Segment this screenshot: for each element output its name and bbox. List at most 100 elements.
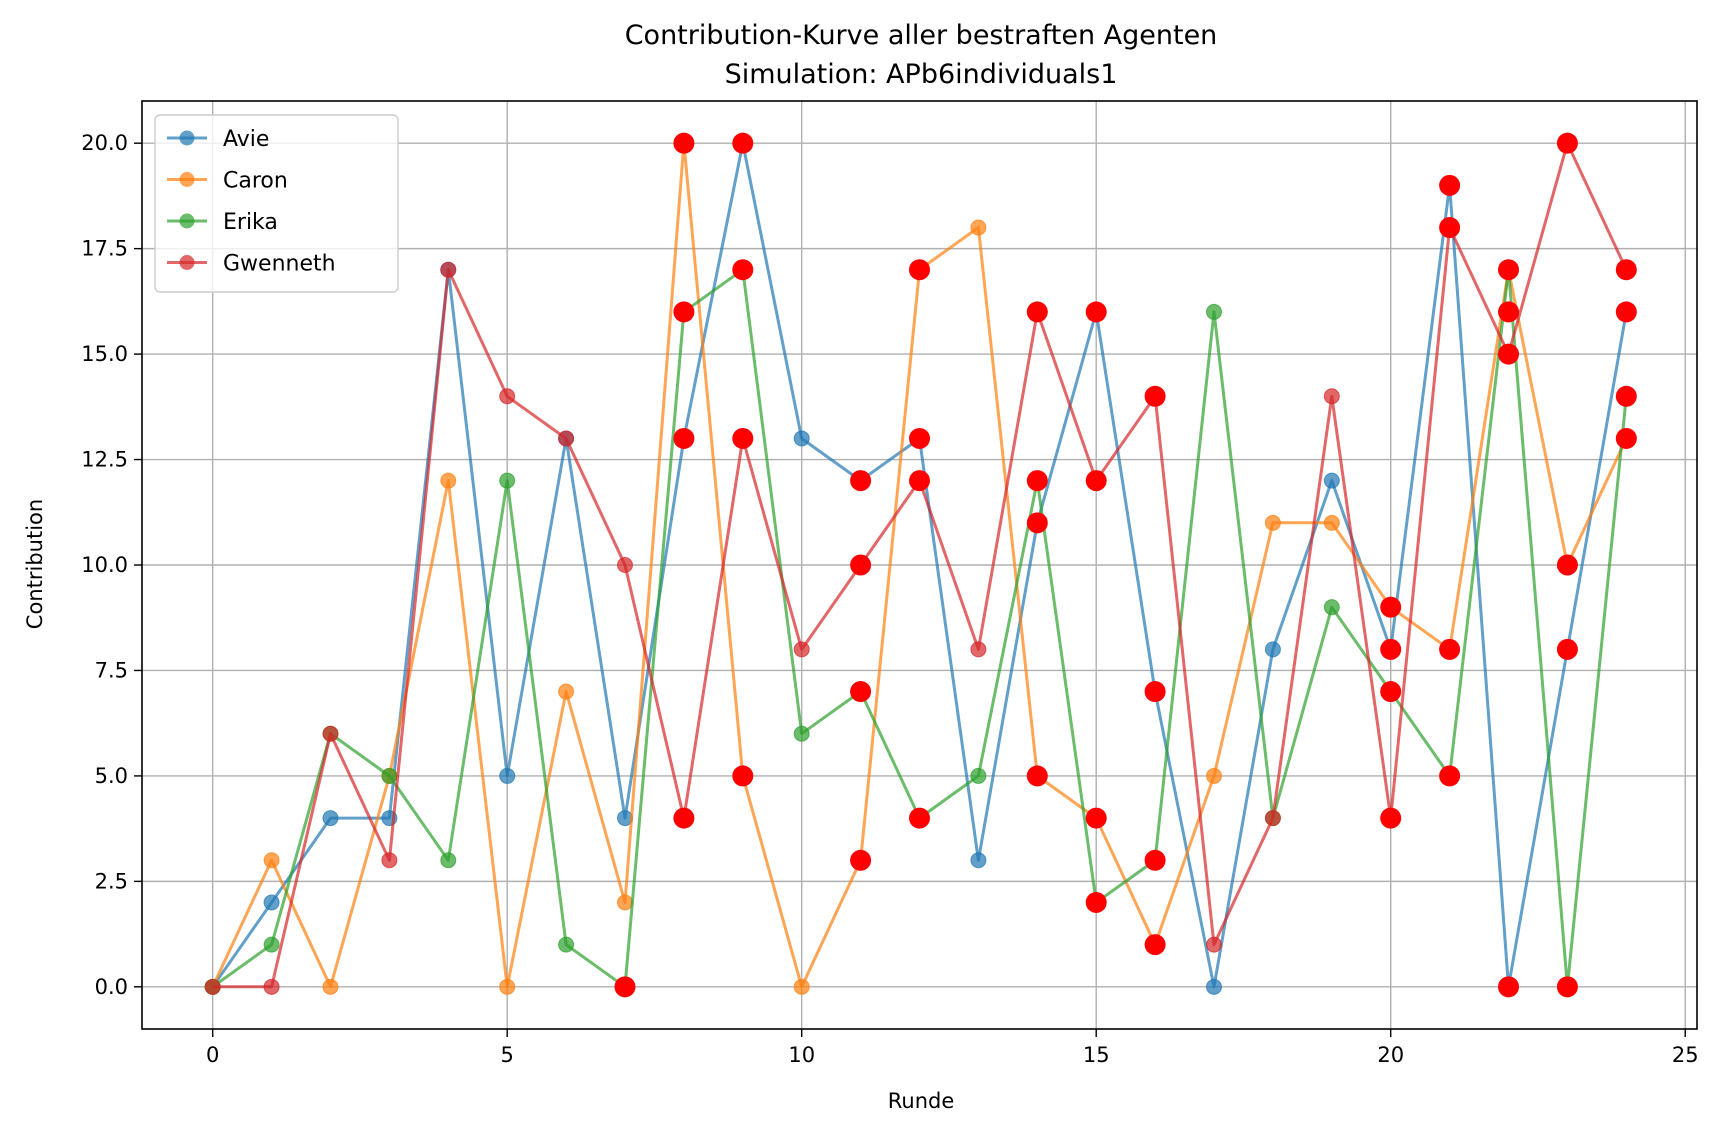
punished-marker <box>1026 512 1048 534</box>
data-point-erika <box>1206 303 1223 320</box>
punished-marker <box>850 681 872 703</box>
punished-marker <box>1085 807 1107 829</box>
data-point-gwenneth <box>793 641 810 658</box>
y-axis-label: Contribution <box>23 499 47 629</box>
punished-marker <box>1380 681 1402 703</box>
data-point-avie <box>499 767 516 784</box>
legend-marker-avie <box>179 130 195 146</box>
punished-marker <box>1498 259 1520 281</box>
y-tick-label: 7.5 <box>95 658 128 682</box>
punished-marker <box>1498 301 1520 323</box>
legend-box <box>154 114 399 293</box>
y-tick-label: 17.5 <box>81 237 128 261</box>
data-point-avie <box>1264 641 1281 658</box>
punished-marker <box>1498 976 1520 998</box>
punished-marker <box>1615 259 1637 281</box>
punished-marker <box>1615 427 1637 449</box>
axis-ticks: 0 5 10 15 20 25 0.0 2.5 5.0 7.5 10.0 12.5 15.0 17.5 20… <box>81 131 1698 1067</box>
data-point-gwenneth <box>381 852 398 869</box>
data-point-avie <box>970 852 987 869</box>
punished-marker <box>1556 554 1578 576</box>
punished-marker <box>1144 385 1166 407</box>
punished-marker <box>1085 470 1107 492</box>
punished-marker <box>673 427 695 449</box>
data-point-erika <box>970 767 987 784</box>
chart-subtitle: Simulation: APb6individuals1 <box>725 59 1118 90</box>
legend-item-gwenneth: Gwenneth <box>167 252 336 277</box>
y-tick-label: 20.0 <box>81 131 128 155</box>
y-tick-label: 15.0 <box>81 342 128 366</box>
punished-marker <box>1556 132 1578 154</box>
data-point-gwenneth <box>970 641 987 658</box>
data-point-gwenneth <box>440 261 457 278</box>
legend-marker-caron <box>179 172 195 187</box>
data-point-avie <box>1206 978 1223 995</box>
punished-marker <box>1439 217 1461 239</box>
punished-marker <box>1144 934 1166 956</box>
punished-marker <box>732 765 754 787</box>
x-axis-label: Runde <box>888 1089 955 1113</box>
punished-marker <box>673 807 695 829</box>
punished-marker <box>1144 849 1166 871</box>
punished-marker <box>1556 976 1578 998</box>
legend-label-gwenneth: Gwenneth <box>223 252 336 277</box>
data-point-erika <box>1323 599 1340 616</box>
data-point-caron <box>322 978 339 995</box>
punished-marker <box>1439 765 1461 787</box>
y-tick-label: 5.0 <box>95 764 128 788</box>
legend-marker-gwenneth <box>179 255 195 270</box>
punished-marker <box>850 554 872 576</box>
legend-label-erika: Erika <box>223 210 278 235</box>
data-point-caron <box>558 683 575 700</box>
data-point-gwenneth <box>322 725 339 742</box>
data-point-erika <box>558 936 575 953</box>
punished-marker <box>1026 765 1048 787</box>
data-point-avie <box>263 894 280 911</box>
legend: Avie Caron Erika Gwenneth <box>154 114 399 293</box>
punished-marker <box>909 427 930 449</box>
punished-marker <box>1439 638 1461 660</box>
punished-marker <box>1380 807 1402 829</box>
punished-marker <box>614 976 636 998</box>
punished-marker <box>732 132 754 154</box>
punished-marker <box>1556 638 1578 660</box>
data-point-caron <box>616 894 633 911</box>
data-point-caron <box>263 852 280 869</box>
y-tick-label: 10.0 <box>81 553 128 577</box>
punished-marker <box>850 470 872 492</box>
legend-label-avie: Avie <box>223 127 269 152</box>
punished-markers <box>614 132 1637 998</box>
series-line-erika <box>211 268 1628 989</box>
punished-marker <box>673 132 695 154</box>
x-tick-label: 25 <box>1672 1043 1699 1067</box>
punished-marker <box>1085 891 1107 913</box>
data-point-gwenneth <box>558 430 575 447</box>
data-point-caron <box>440 472 457 489</box>
punished-marker <box>1380 596 1402 618</box>
data-point-erika <box>381 767 398 784</box>
x-tick-label: 20 <box>1377 1043 1404 1067</box>
chart-title: Contribution-Kurve aller bestraften Agen… <box>625 20 1218 51</box>
legend-marker-erika <box>179 213 195 229</box>
punished-marker <box>1085 301 1107 323</box>
data-point-caron <box>1264 514 1281 531</box>
legend-label-caron: Caron <box>223 169 288 194</box>
data-point-erika <box>793 725 810 742</box>
data-point-erika <box>499 472 516 489</box>
punished-marker <box>1615 385 1637 407</box>
x-tick-label: 0 <box>206 1043 219 1067</box>
data-point-gwenneth <box>499 388 516 405</box>
data-point-gwenneth <box>1323 388 1340 405</box>
punished-marker <box>1026 301 1048 323</box>
data-point-avie <box>1323 472 1340 489</box>
legend-item-erika: Erika <box>167 210 278 235</box>
data-point-gwenneth <box>616 557 633 573</box>
data-point-caron <box>970 219 987 236</box>
punished-marker <box>1498 343 1520 365</box>
punished-marker <box>909 470 930 492</box>
data-point-caron <box>1323 514 1340 531</box>
data-point-gwenneth <box>204 978 221 995</box>
punished-marker <box>1026 470 1048 492</box>
punished-marker <box>909 807 930 829</box>
data-point-erika <box>263 936 280 953</box>
